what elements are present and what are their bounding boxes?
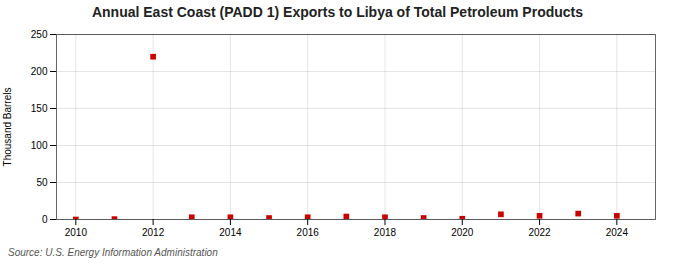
svg-text:150: 150 [31, 103, 48, 114]
svg-text:100: 100 [31, 140, 48, 151]
svg-text:2022: 2022 [528, 227, 551, 238]
svg-text:2018: 2018 [374, 227, 397, 238]
svg-text:250: 250 [31, 29, 48, 40]
svg-text:2014: 2014 [219, 227, 242, 238]
html-text:Annual East Coast (PADD 1) Exp: Annual East Coast (PADD 1) Exports to Li… [92, 4, 583, 20]
svg-text:Thousand Barrels: Thousand Barrels [2, 88, 13, 167]
svg-text:0: 0 [42, 214, 48, 225]
svg-text:2020: 2020 [451, 227, 474, 238]
svg-text:2012: 2012 [142, 227, 165, 238]
svg-text:2010: 2010 [65, 227, 88, 238]
svg-text:2024: 2024 [606, 227, 629, 238]
html-text:Source: U.S. Energy Informatio: Source: U.S. Energy Information Administ… [8, 247, 218, 258]
svg-text:2016: 2016 [297, 227, 320, 238]
svg-text:200: 200 [31, 66, 48, 77]
svg-text:50: 50 [36, 177, 48, 188]
